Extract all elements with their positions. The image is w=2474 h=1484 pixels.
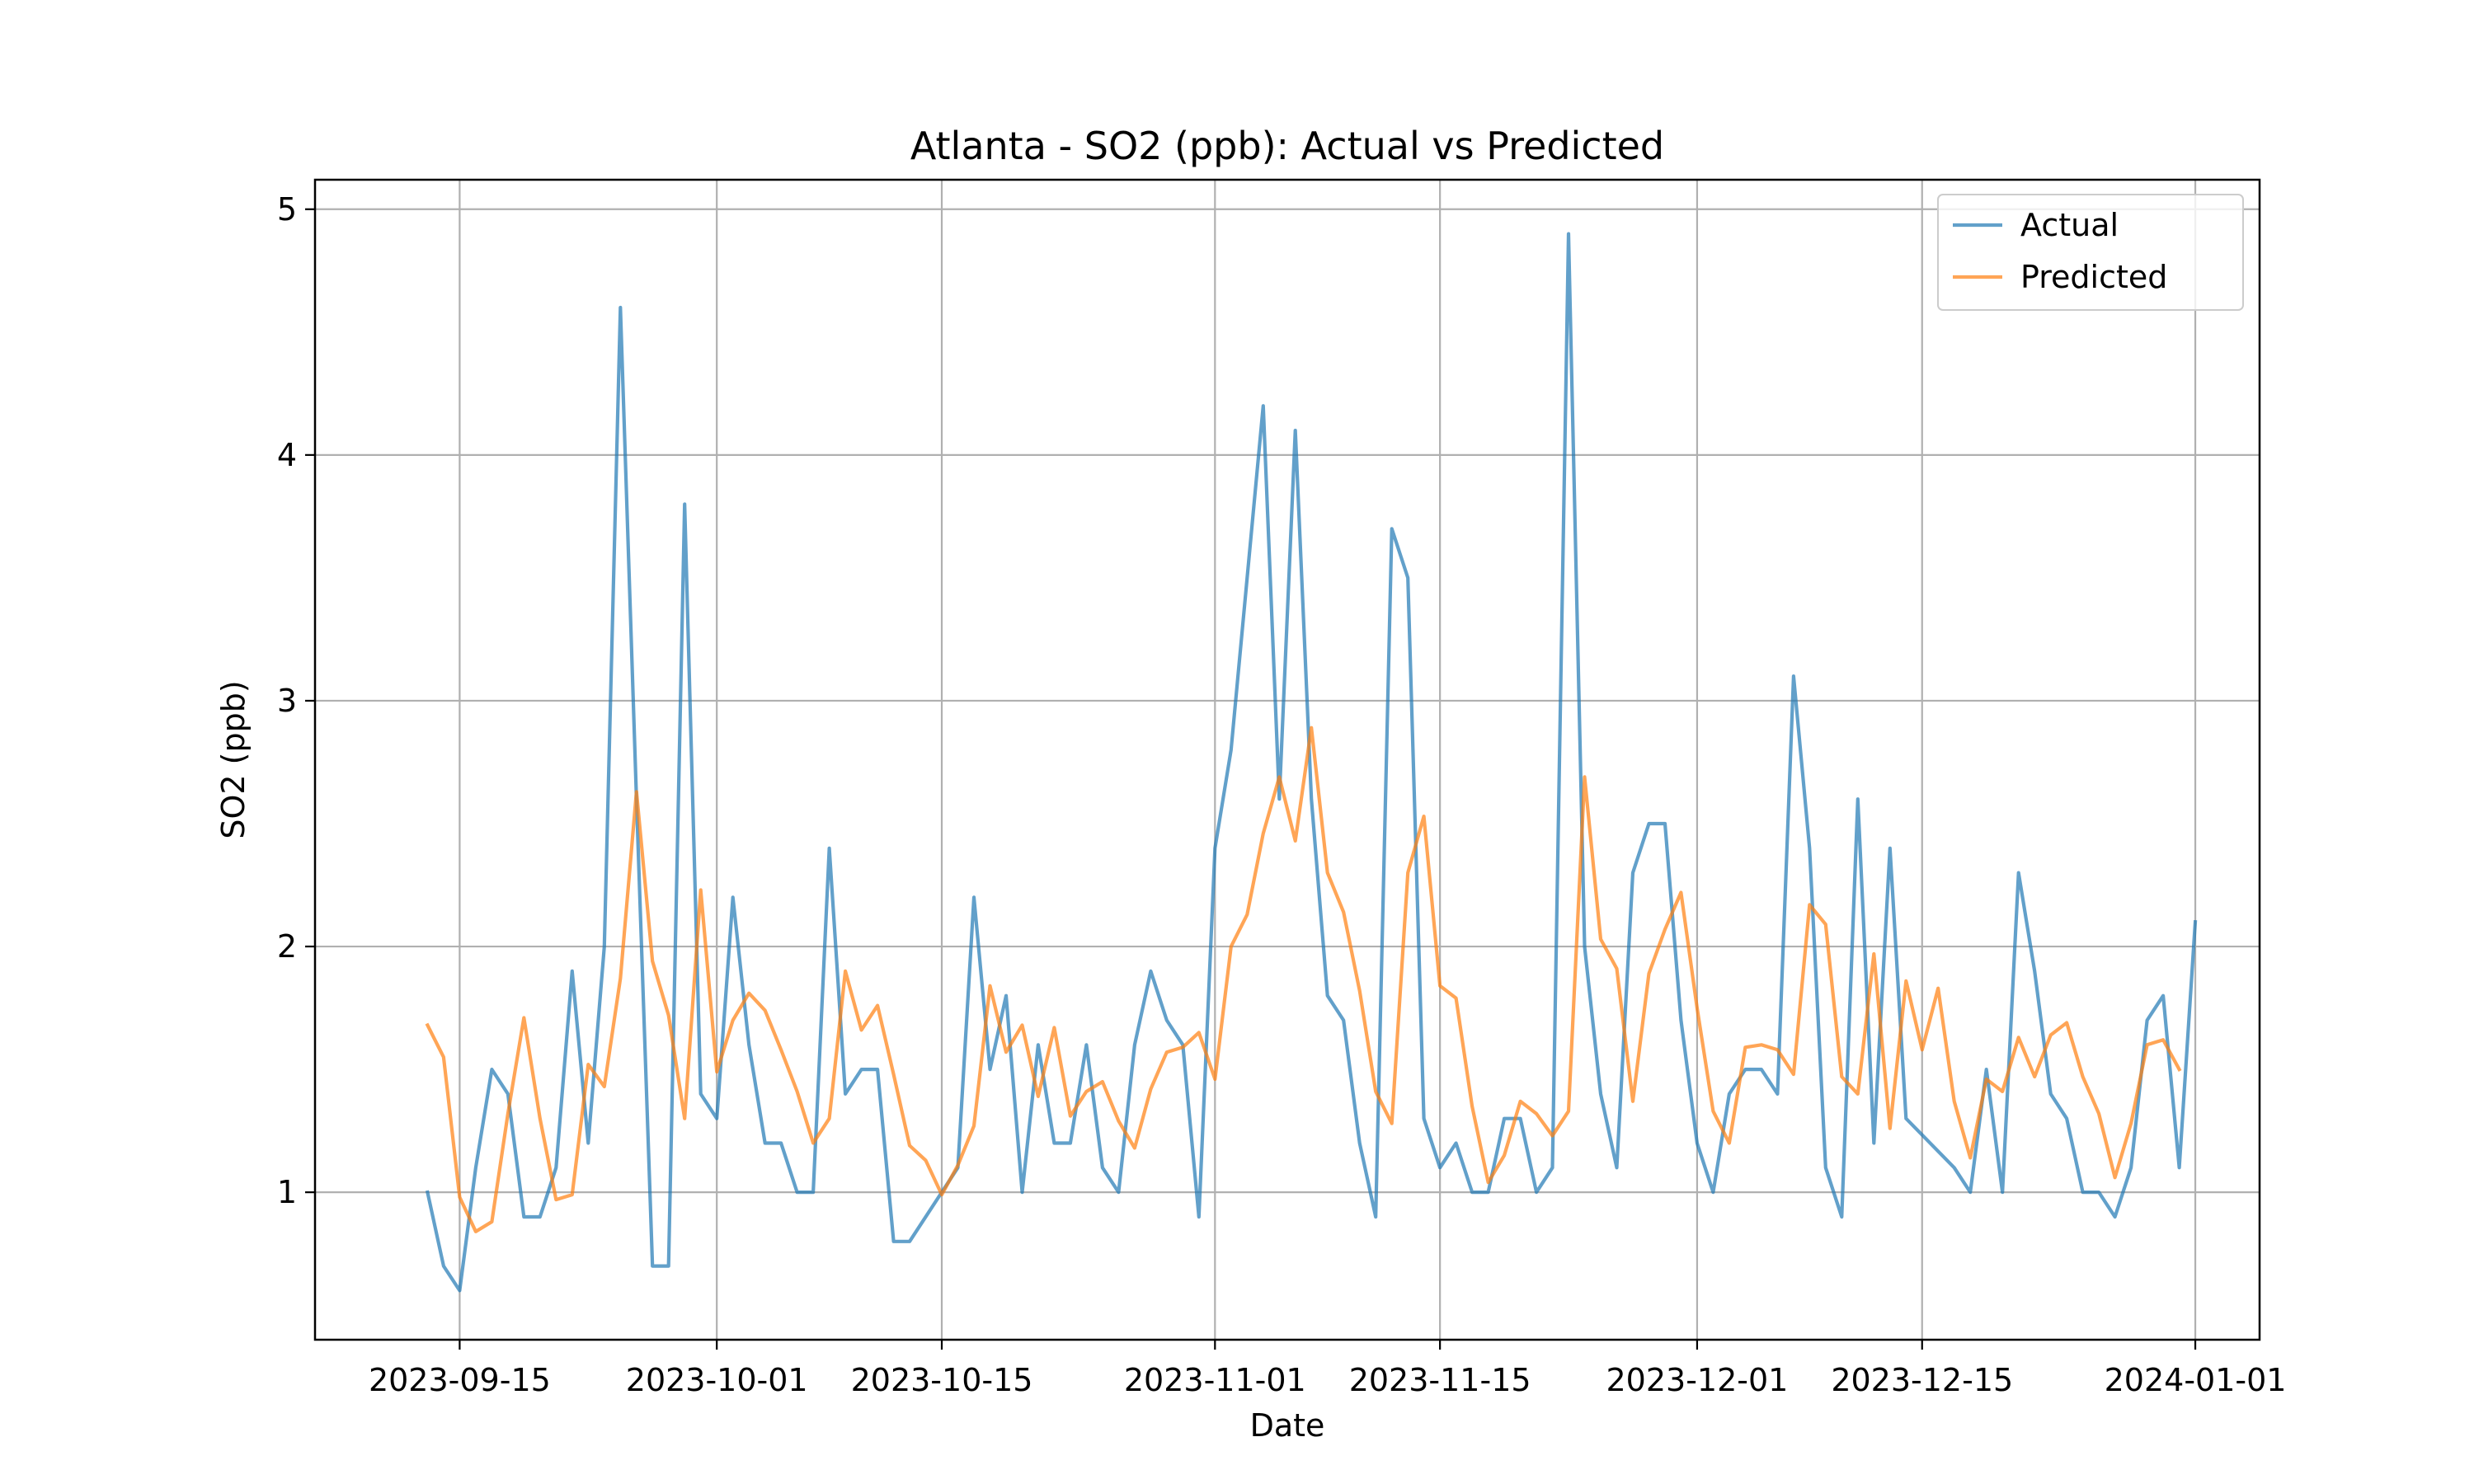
legend-label-actual: Actual [2020, 207, 2119, 243]
y-tick-label: 5 [277, 191, 297, 228]
plot-frame [313, 178, 2261, 1341]
x-tick-label: 2023-10-15 [851, 1362, 1033, 1398]
series-line-actual [425, 232, 2198, 1293]
x-tick-label: 2023-11-01 [1124, 1362, 1306, 1398]
x-tick-label: 2023-12-15 [1831, 1362, 2013, 1398]
x-tick-label: 2023-09-15 [369, 1362, 551, 1398]
legend-box [1937, 194, 2244, 311]
chart-title: Atlanta - SO2 (ppb): Actual vs Predicted [910, 124, 1664, 168]
y-tick-label: 3 [277, 683, 297, 719]
y-axis-title: SO2 (ppb) [215, 680, 252, 838]
x-tick-label: 2023-12-01 [1606, 1362, 1789, 1398]
legend: Actual Predicted [1937, 194, 2244, 311]
y-tick-label: 2 [277, 928, 297, 965]
x-tick-label: 2023-10-01 [626, 1362, 808, 1398]
x-tick-label: 2024-01-01 [2105, 1362, 2287, 1398]
x-axis-title: Date [1250, 1407, 1325, 1444]
tick-layer: 2023-09-15 2023-10-01 2023-10-15 2023-11-01… [277, 191, 2287, 1398]
x-tick-label: 2023-11-15 [1349, 1362, 1531, 1398]
legend-label-predicted: Predicted [2020, 259, 2167, 295]
grid-layer [315, 180, 2260, 1340]
y-tick-label: 1 [277, 1174, 297, 1210]
series-layer [425, 232, 2198, 1293]
series-line-predicted [425, 726, 2182, 1233]
y-tick-label: 4 [277, 437, 297, 473]
